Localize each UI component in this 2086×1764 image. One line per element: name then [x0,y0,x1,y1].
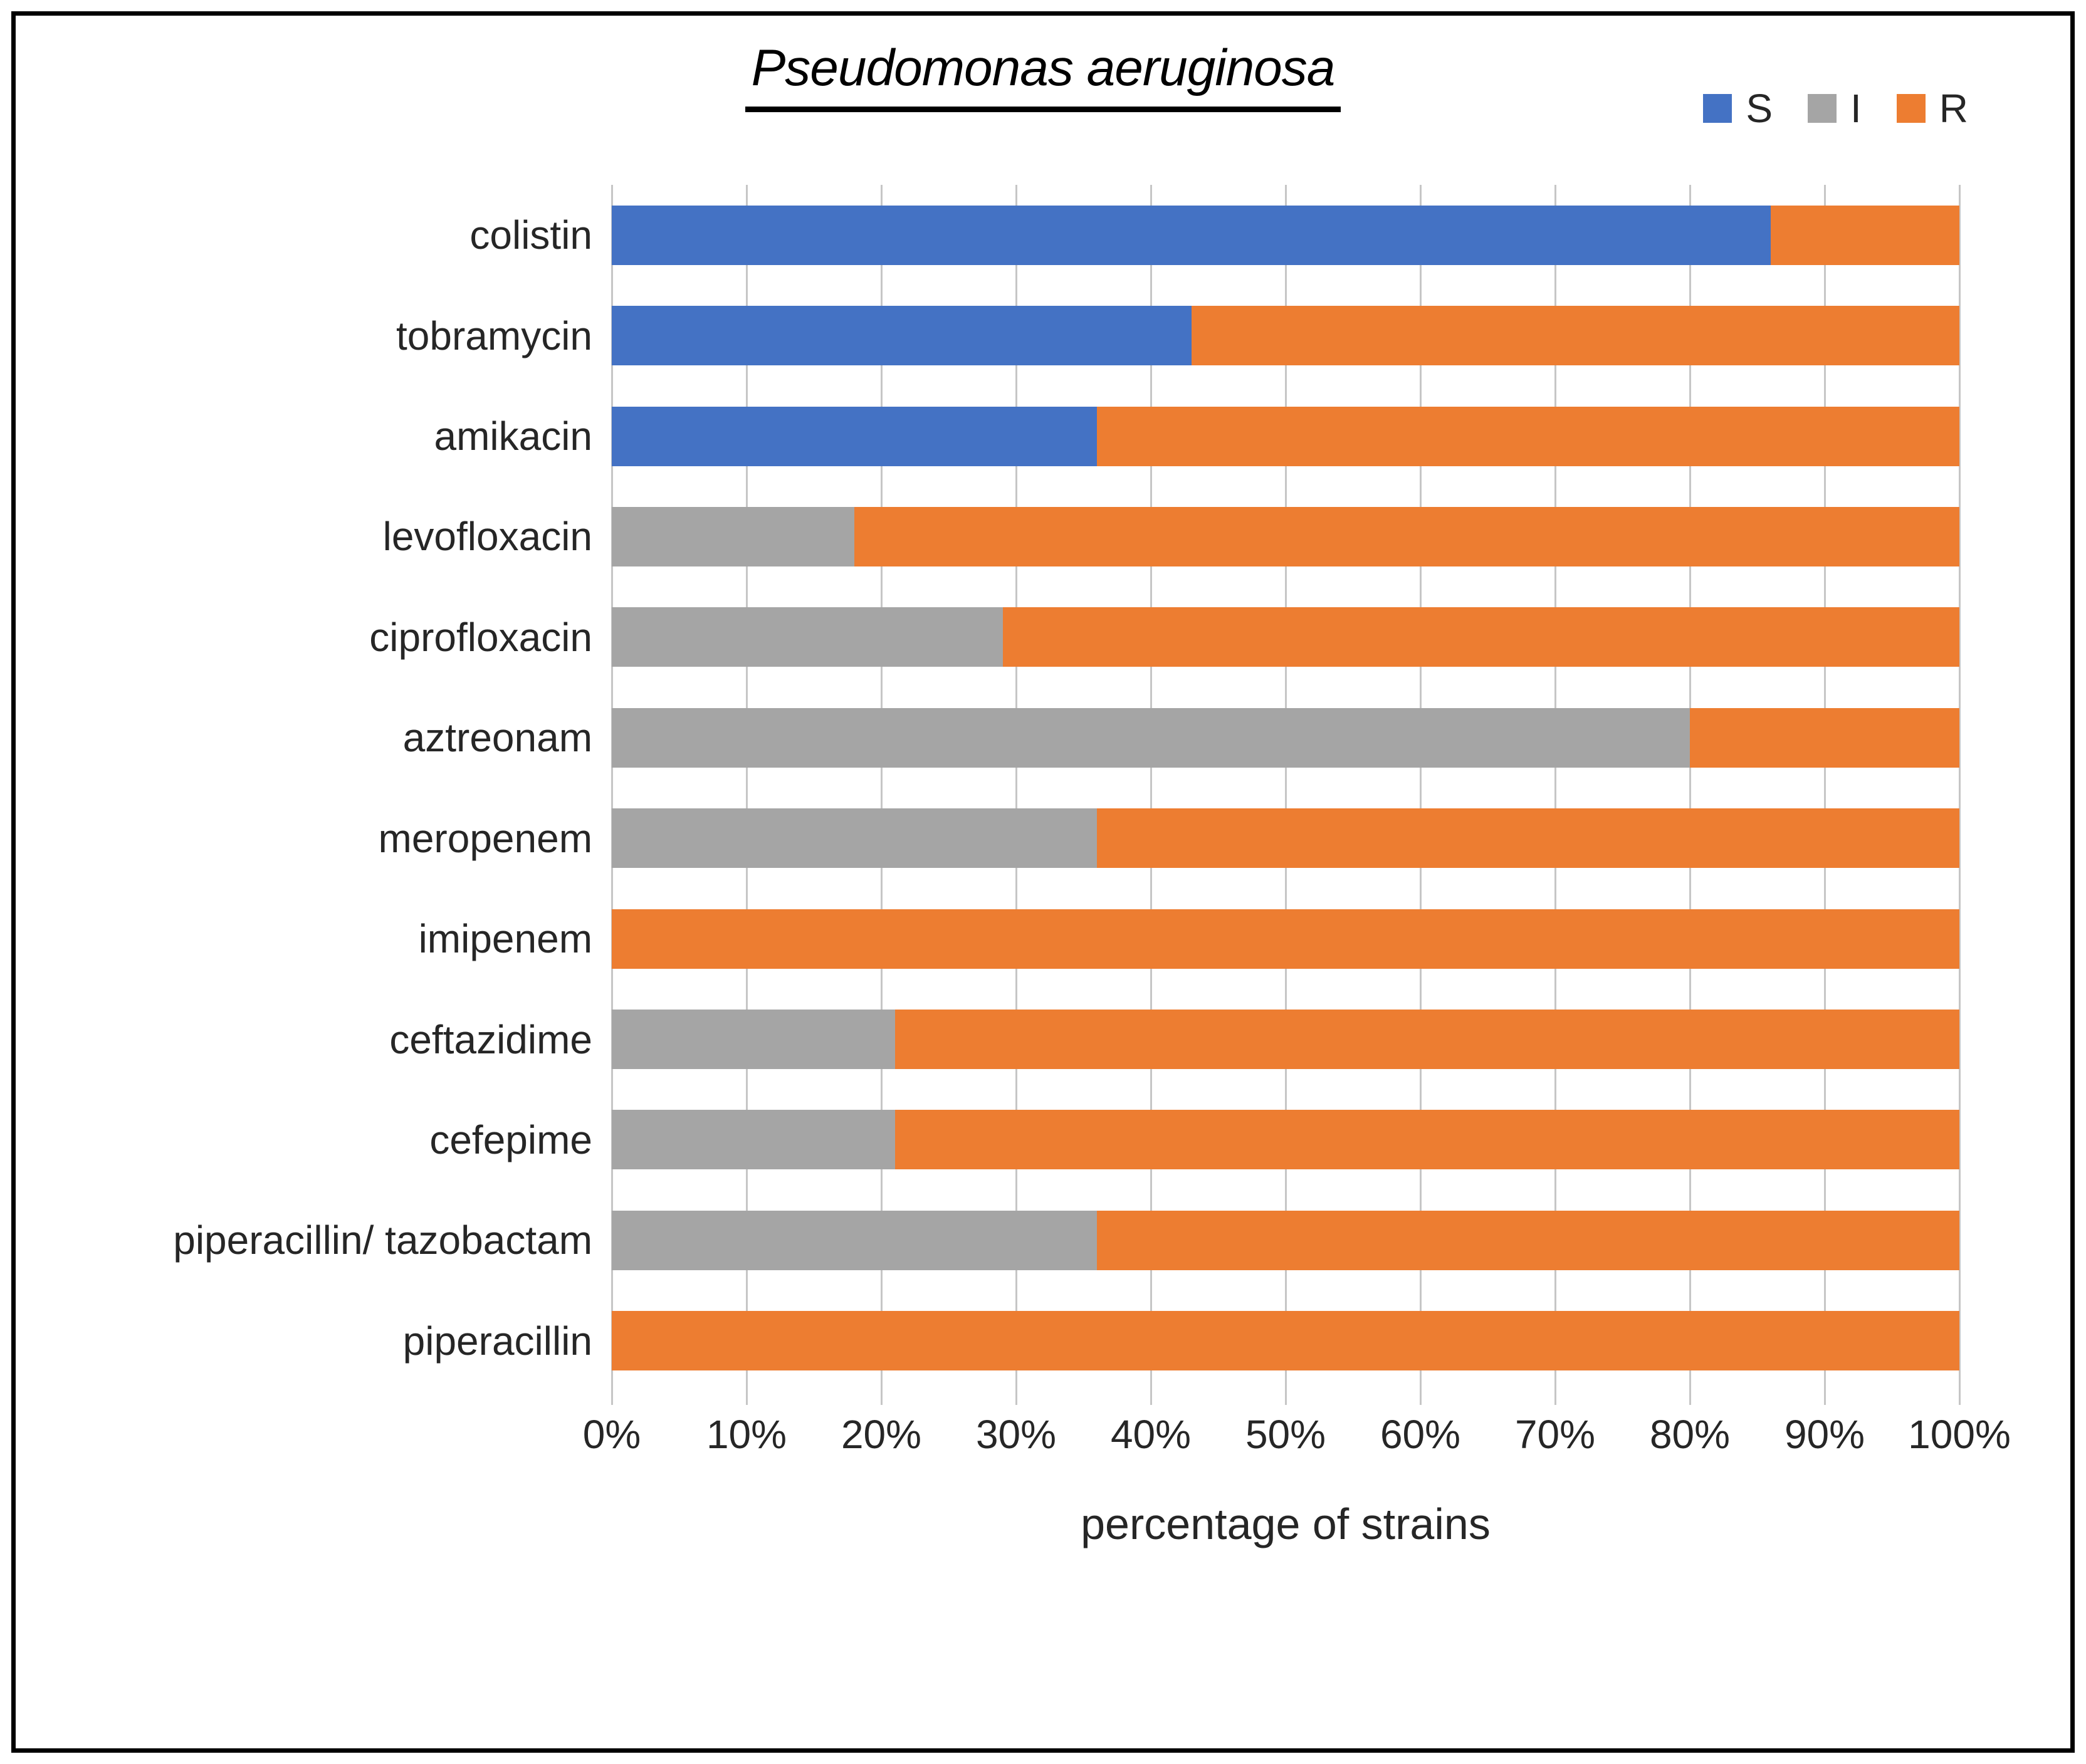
bar-segment-s [612,406,1097,466]
legend-item-i: I [1808,85,1862,132]
stacked-bar [612,707,1959,768]
stacked-bar [612,306,1959,366]
bar-segment-r [1191,306,1959,366]
x-axis-title-text: percentage of strains [1081,1500,1491,1548]
x-tick-label: 50% [1245,1412,1326,1457]
bar-row-ciprofloxacin [612,587,1959,687]
bar-row-piperacillin [612,1291,1959,1391]
gridline-30% [1015,185,1017,1405]
bar-row-meropenem [612,788,1959,889]
bar-segment-r [612,909,1959,969]
gridline-50% [1285,185,1287,1405]
stacked-bar [612,607,1959,667]
gridline-60% [1420,185,1422,1405]
stacked-bar [612,909,1959,969]
gridline-0% [611,185,613,1405]
bar-segment-i [612,1010,895,1070]
category-label: cefepime [429,1117,592,1162]
stacked-bar [612,205,1959,265]
legend-item-r: R [1896,85,1968,132]
bar-row-ceftazidime [612,989,1959,1089]
bar-segment-i [612,1210,1097,1270]
category-label: amikacin [434,414,592,459]
x-tick-label: 10% [706,1412,787,1457]
bar-row-piperacillin-tazobactam [612,1190,1959,1290]
legend-swatch-r-icon [1896,94,1926,123]
bar-segment-r [1097,406,1959,466]
stacked-bar [612,808,1959,869]
category-label: piperacillin/ tazobactam [173,1218,592,1263]
legend-swatch-i-icon [1808,94,1837,123]
x-tick-label: 40% [1110,1412,1192,1457]
gridline-100% [1959,185,1961,1405]
stacked-bar [612,1311,1959,1371]
category-label: tobramycin [396,313,592,358]
bar-segment-s [612,306,1192,366]
x-tick-label: 100% [1908,1412,2011,1457]
gridline-70% [1554,185,1556,1405]
stacked-bar [612,1010,1959,1070]
stacked-bar [612,1110,1959,1170]
legend-swatch-s-icon [1703,94,1732,123]
chart-title: Pseudomonas aeruginosa [0,39,2086,112]
bar-row-tobramycin [612,285,1959,385]
gridline-80% [1689,185,1691,1405]
stacked-bar [612,506,1959,566]
x-tick-label: 70% [1514,1412,1596,1457]
bar-segment-r [1002,607,1959,667]
bar-row-amikacin [612,386,1959,486]
x-axis-ticks: 0% 10% 20% 30% 40% 50% 60% 70% 80% 90% 100% [583,1411,2011,1468]
bar-segment-s [612,205,1771,265]
x-tick-label: 60% [1380,1412,1461,1457]
bar-segment-i [612,808,1097,869]
x-tick-label: 0% [582,1412,641,1457]
x-tick-label: 80% [1649,1412,1731,1457]
legend-label: I [1850,86,1862,131]
legend-label: R [1939,86,1968,131]
figure-border [11,11,2075,1753]
bar-segment-r [1690,707,1959,768]
bar-row-cefepime [612,1090,1959,1190]
bar-segment-r [894,1010,1959,1070]
stacked-bar [612,406,1959,466]
chart-title-text: Pseudomonas aeruginosa [745,39,1341,112]
category-label: ciprofloxacin [369,614,592,660]
category-label: levofloxacin [382,514,592,560]
gridline-10% [746,185,748,1405]
category-labels: colistin tobramycin amikacin levofloxacin ci… [25,185,592,1391]
bar-segment-r [1097,1210,1959,1270]
category-label: aztreonam [402,715,592,761]
x-tick-label: 20% [841,1412,922,1457]
bar-segment-r [894,1110,1959,1170]
bar-segment-r [854,506,1959,566]
gridline-90% [1824,185,1826,1405]
bar-segment-r [1097,808,1959,869]
bar-segment-i [612,1110,895,1170]
bar-segment-i [612,506,854,566]
plot-area [611,185,1961,1405]
legend-label: S [1746,86,1773,131]
x-tick-label: 90% [1784,1412,1865,1457]
category-label: piperacillin [402,1318,592,1364]
bar-row-aztreonam [612,687,1959,788]
x-tick-label: 30% [975,1412,1057,1457]
stacked-bar [612,1210,1959,1270]
bar-segment-r [612,1311,1959,1371]
bar-row-levofloxacin [612,486,1959,587]
category-label: ceftazidime [389,1016,592,1062]
bar-segment-i [612,607,1003,667]
legend-item-s: S [1703,85,1773,132]
gridline-40% [1150,185,1152,1405]
category-label: imipenem [418,916,592,962]
bar-row-colistin [612,185,1959,285]
x-axis-title: percentage of strains [612,1499,1959,1549]
category-label: colistin [469,212,592,258]
bar-row-imipenem [612,889,1959,989]
gridline-20% [881,185,883,1405]
category-label: meropenem [378,815,593,861]
bar-segment-r [1771,205,1959,265]
bar-segment-i [612,707,1690,768]
